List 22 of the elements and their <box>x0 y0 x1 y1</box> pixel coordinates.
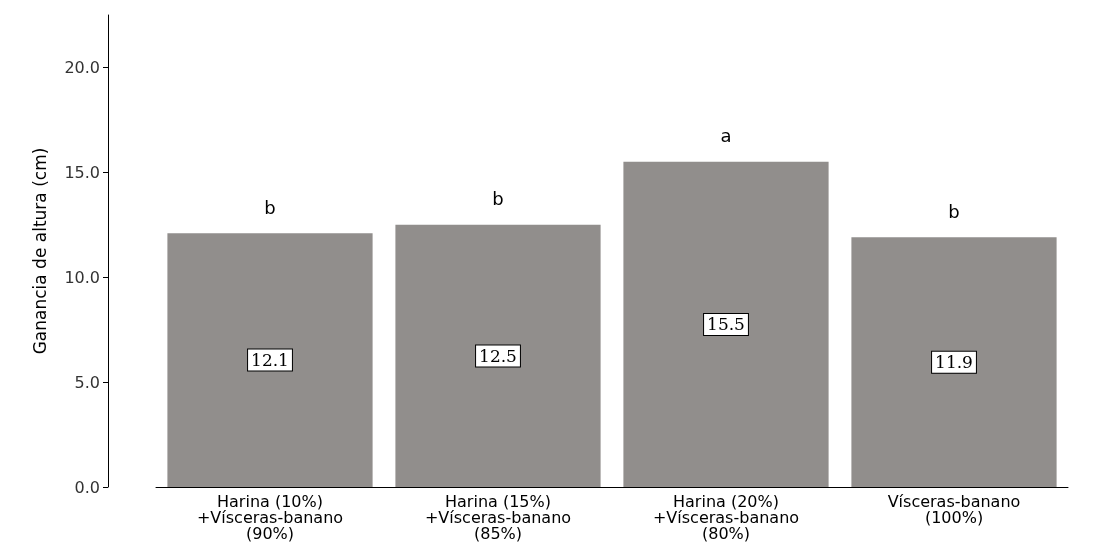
y-tick-label: 15.0 <box>64 162 100 182</box>
y-axis-title: Ganancia de altura (cm) <box>29 147 50 355</box>
data-label: 12.1 <box>251 350 289 371</box>
bar <box>851 237 1057 487</box>
x-tick-label: Harina (10%) +Vísceras-banano (90%) <box>196 491 344 543</box>
annotation: a <box>720 125 732 147</box>
y-tick-label: 5.0 <box>74 372 100 392</box>
y-tick-label: 20.0 <box>64 57 100 77</box>
x-tick-label: Harina (20%) +Vísceras-banano (80%) <box>652 491 800 543</box>
bar <box>395 224 601 487</box>
annotation: b <box>948 200 960 222</box>
annotation: b <box>492 188 504 210</box>
y-tick-label: 10.0 <box>64 267 100 287</box>
data-label: 11.9 <box>935 352 973 373</box>
x-tick-label: Vísceras-banano (100%) <box>887 491 1021 527</box>
bar <box>167 233 373 487</box>
x-tick-label: Harina (15%) +Vísceras-banano (85%) <box>424 491 572 543</box>
y-tick-label: 0.0 <box>74 477 100 497</box>
data-label: 12.5 <box>479 345 517 366</box>
annotation: b <box>264 196 276 218</box>
bar <box>623 161 829 487</box>
data-label: 15.5 <box>707 314 745 335</box>
